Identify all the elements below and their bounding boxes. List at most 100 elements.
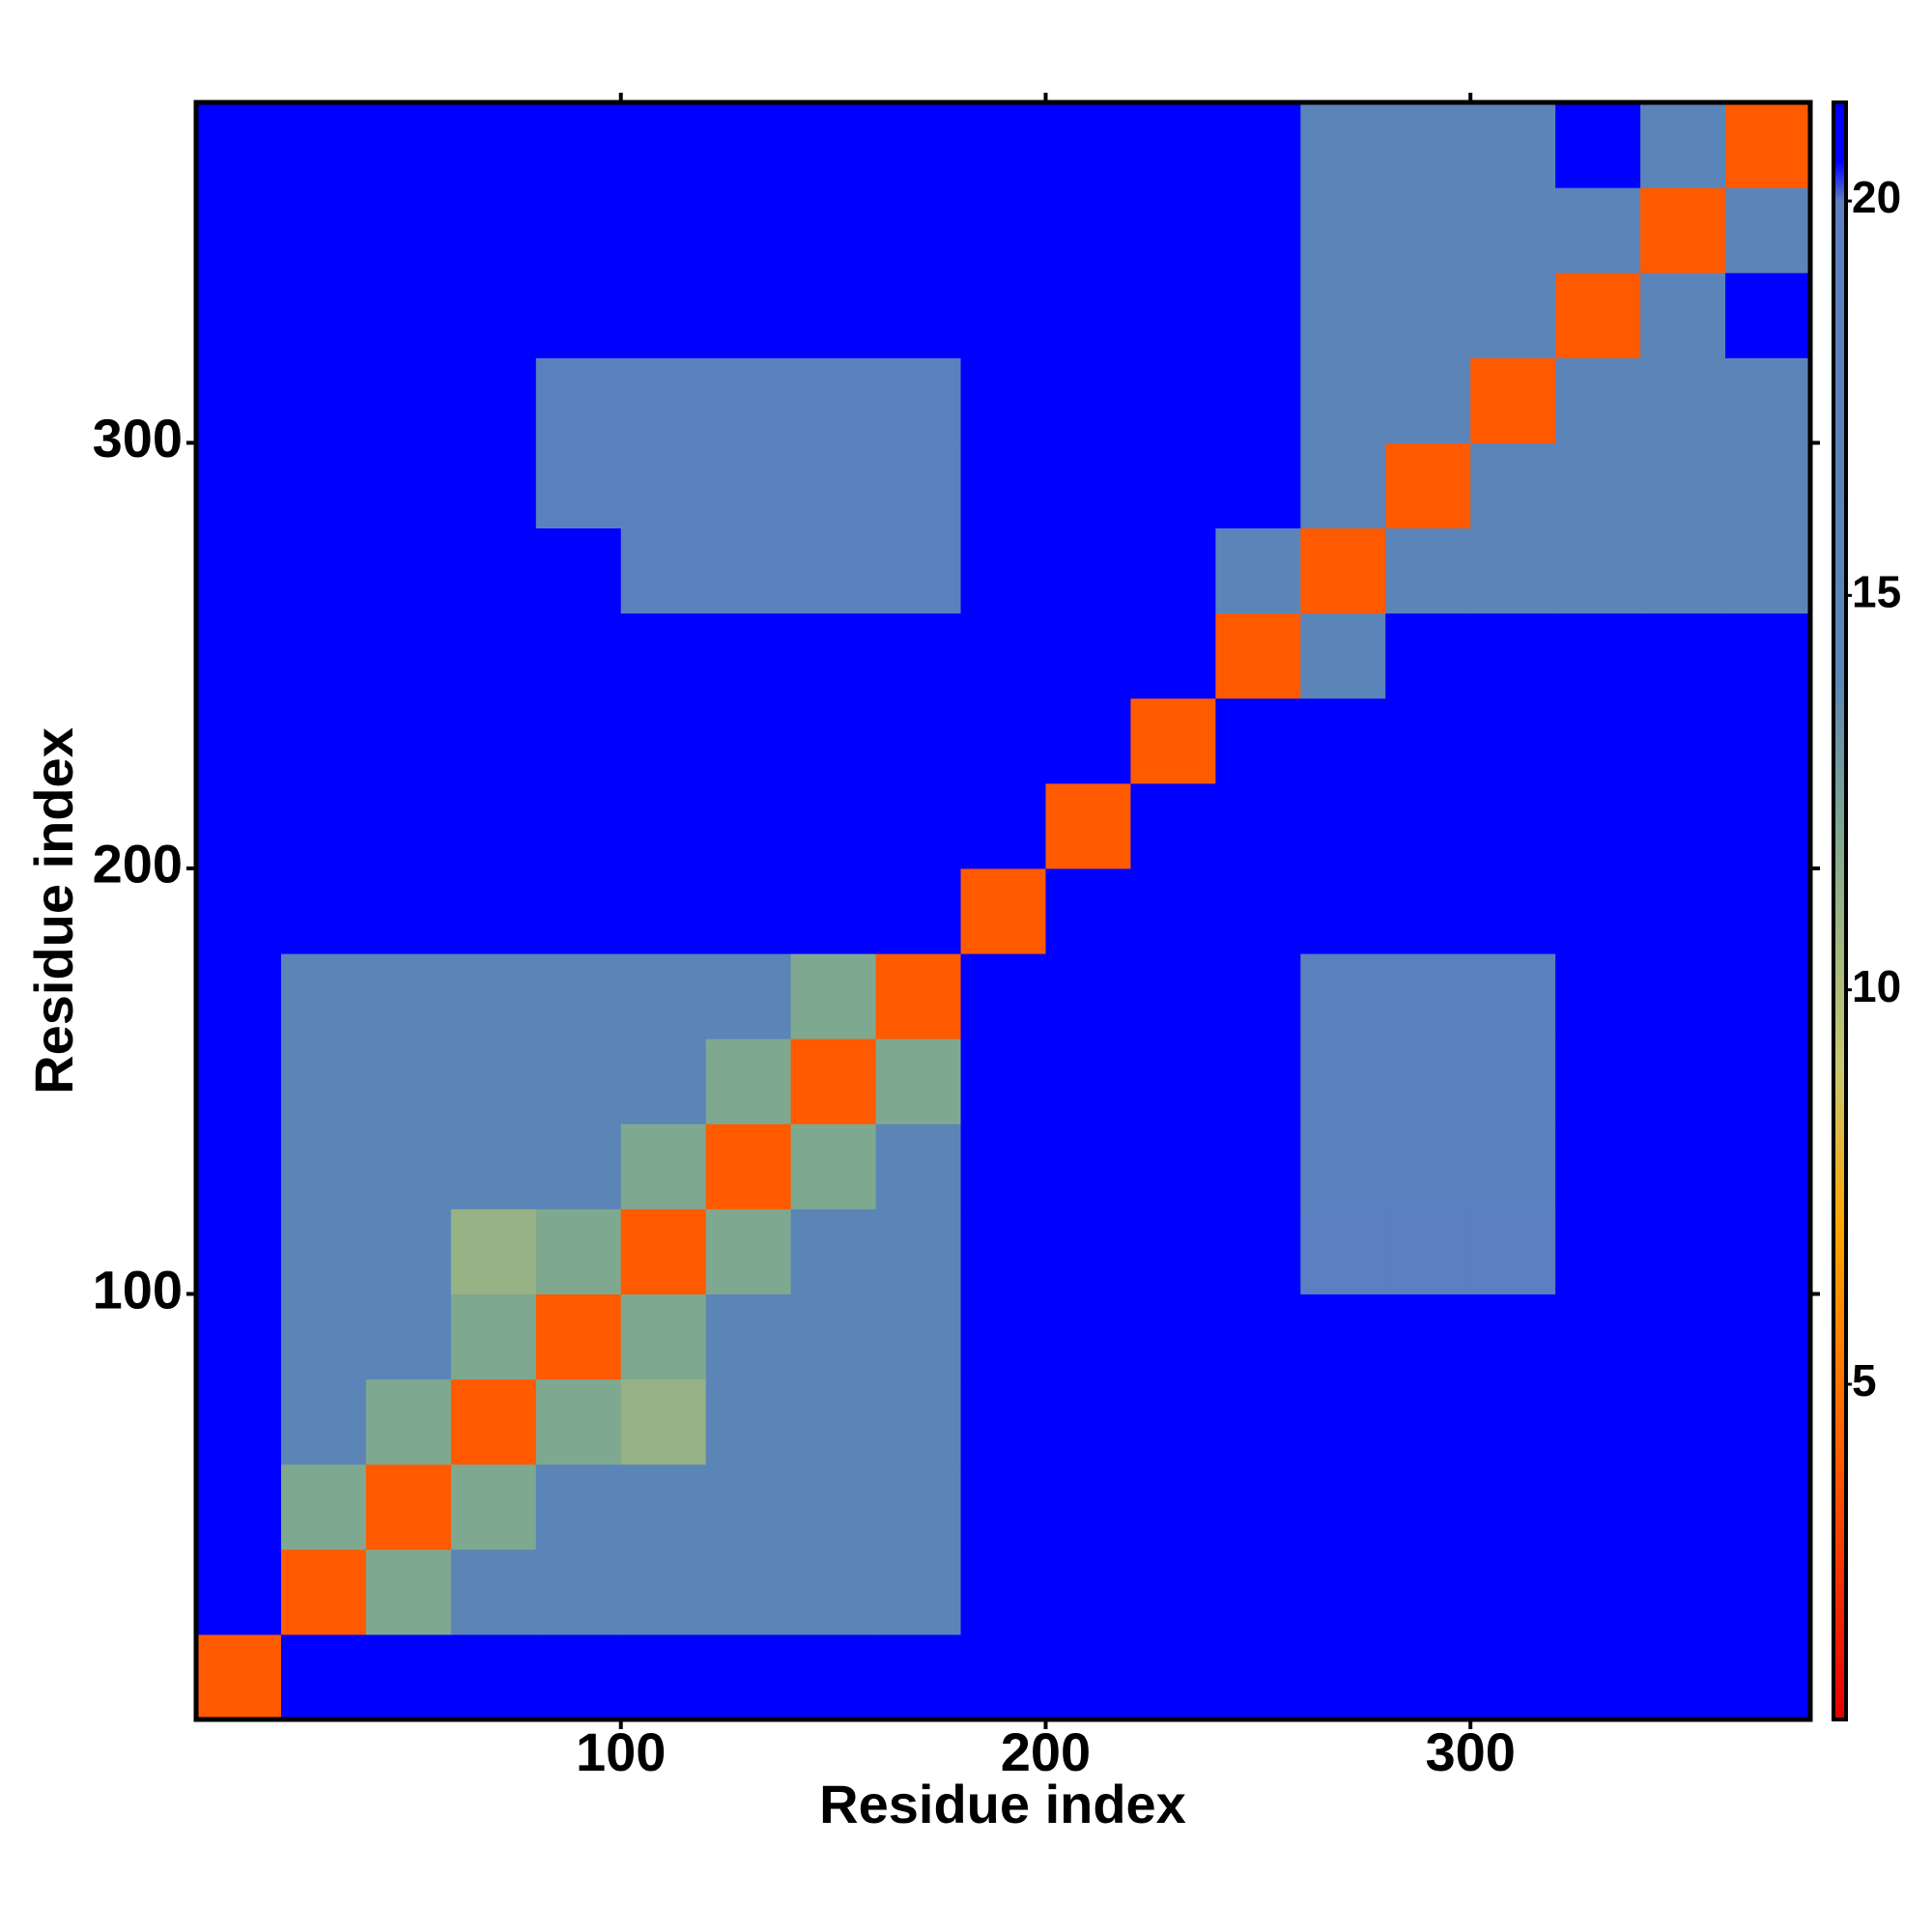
heatmap-cell <box>1045 782 1131 869</box>
heatmap-cell <box>280 953 367 1039</box>
heatmap-cell <box>1385 102 1471 188</box>
heatmap-cell <box>196 1293 282 1380</box>
heatmap-cell <box>196 697 282 784</box>
heatmap-cell <box>960 867 1046 954</box>
heatmap-cell <box>1130 527 1216 614</box>
heatmap-cell <box>450 357 537 443</box>
heatmap-cell <box>1555 1123 1641 1209</box>
heatmap-cell <box>620 697 707 784</box>
heatmap-cell <box>1385 867 1471 954</box>
heatmap-cell <box>1385 1378 1471 1465</box>
heatmap-cell <box>365 1463 452 1550</box>
heatmap-cell <box>365 1293 452 1380</box>
heatmap-cell <box>1130 1378 1216 1465</box>
heatmap-cell <box>790 1463 877 1550</box>
heatmap-cell <box>1725 442 1811 529</box>
heatmap-cell <box>1130 1548 1216 1635</box>
heatmap-cell <box>960 1208 1046 1294</box>
heatmap-cell <box>790 867 877 954</box>
heatmap-cell <box>1215 1208 1301 1294</box>
heatmap-cell <box>1045 357 1131 443</box>
heatmap-cell <box>1215 1038 1301 1124</box>
heatmap-cell <box>875 867 962 954</box>
heatmap-cell <box>1130 442 1216 529</box>
heatmap-cell <box>535 782 622 869</box>
heatmap-cell <box>1385 1038 1471 1124</box>
heatmap-cell <box>535 187 622 273</box>
heatmap-cell <box>1640 1463 1726 1550</box>
heatmap-cell <box>450 1038 537 1124</box>
heatmap-cell <box>280 1378 367 1465</box>
heatmap-cell <box>1215 442 1301 529</box>
colorbar-tick-label: 15 <box>1852 567 1901 617</box>
heatmap-cell <box>1470 272 1556 358</box>
heatmap-cell <box>960 102 1046 188</box>
heatmap-cell <box>875 612 962 699</box>
heatmap-cell <box>1725 782 1811 869</box>
heatmap-cell <box>1300 1548 1386 1635</box>
heatmap-cell <box>620 1463 707 1550</box>
heatmap-cell <box>790 1378 877 1465</box>
heatmap-cell <box>1215 697 1301 784</box>
heatmap-cell <box>620 782 707 869</box>
heatmap-cell <box>1300 527 1386 614</box>
heatmap-cell <box>790 1123 877 1209</box>
heatmap-cell <box>1300 187 1386 273</box>
heatmap-cell <box>1470 1123 1556 1209</box>
heatmap-cell <box>1300 782 1386 869</box>
heatmap-cell <box>960 527 1046 614</box>
x-tick-label: 100 <box>576 1721 666 1782</box>
heatmap-cell <box>620 1378 707 1465</box>
heatmap-cell <box>1640 782 1726 869</box>
heatmap-cell <box>705 272 792 358</box>
heatmap-cell <box>960 953 1046 1039</box>
heatmap-cell <box>1045 1208 1131 1294</box>
heatmap-cell <box>875 1123 962 1209</box>
heatmap-cell <box>1385 527 1471 614</box>
heatmap-cell <box>196 867 282 954</box>
heatmap-cell <box>196 953 282 1039</box>
heatmap-cell <box>620 612 707 699</box>
heatmap-cell <box>1470 782 1556 869</box>
heatmap-cell <box>1385 272 1471 358</box>
y-tick-label: 300 <box>93 408 183 469</box>
heatmap-cell <box>1385 1634 1471 1720</box>
heatmap-cell <box>1300 953 1386 1039</box>
heatmap-cell <box>1300 1634 1386 1720</box>
heatmap-cell <box>1385 782 1471 869</box>
heatmap-cell <box>1640 442 1726 529</box>
heatmap-cell <box>196 782 282 869</box>
heatmap-cell <box>1725 1293 1811 1380</box>
heatmap-cell <box>535 1038 622 1124</box>
heatmap-cell <box>960 1634 1046 1720</box>
heatmap-cell <box>1555 1548 1641 1635</box>
colorbar <box>1832 100 1848 1721</box>
heatmap-cell <box>535 612 622 699</box>
heatmap-cell <box>280 272 367 358</box>
heatmap-cell <box>1470 1378 1556 1465</box>
heatmap-cell <box>1045 442 1131 529</box>
heatmap-cell <box>960 1293 1046 1380</box>
heatmap-cell <box>790 953 877 1039</box>
heatmap-cell <box>280 527 367 614</box>
heatmap-cell <box>705 867 792 954</box>
heatmap-cell <box>196 527 282 614</box>
heatmap-cell <box>280 1293 367 1380</box>
heatmap-cell <box>365 357 452 443</box>
heatmap-cell <box>280 1548 367 1635</box>
heatmap-cell <box>1725 357 1811 443</box>
heatmap-cell <box>705 782 792 869</box>
heatmap-cell <box>1555 1038 1641 1124</box>
heatmap-cell <box>1045 527 1131 614</box>
heatmap-cell <box>450 1293 537 1380</box>
heatmap-cell <box>1640 272 1726 358</box>
heatmap-cell <box>280 867 367 954</box>
heatmap-cell <box>1045 867 1131 954</box>
heatmap-cell <box>365 1038 452 1124</box>
heatmap-cell <box>1215 102 1301 188</box>
heatmap-cell <box>960 1123 1046 1209</box>
heatmap-cell <box>875 1634 962 1720</box>
heatmap-cell <box>1385 1208 1471 1294</box>
heatmap-cell <box>790 1038 877 1124</box>
